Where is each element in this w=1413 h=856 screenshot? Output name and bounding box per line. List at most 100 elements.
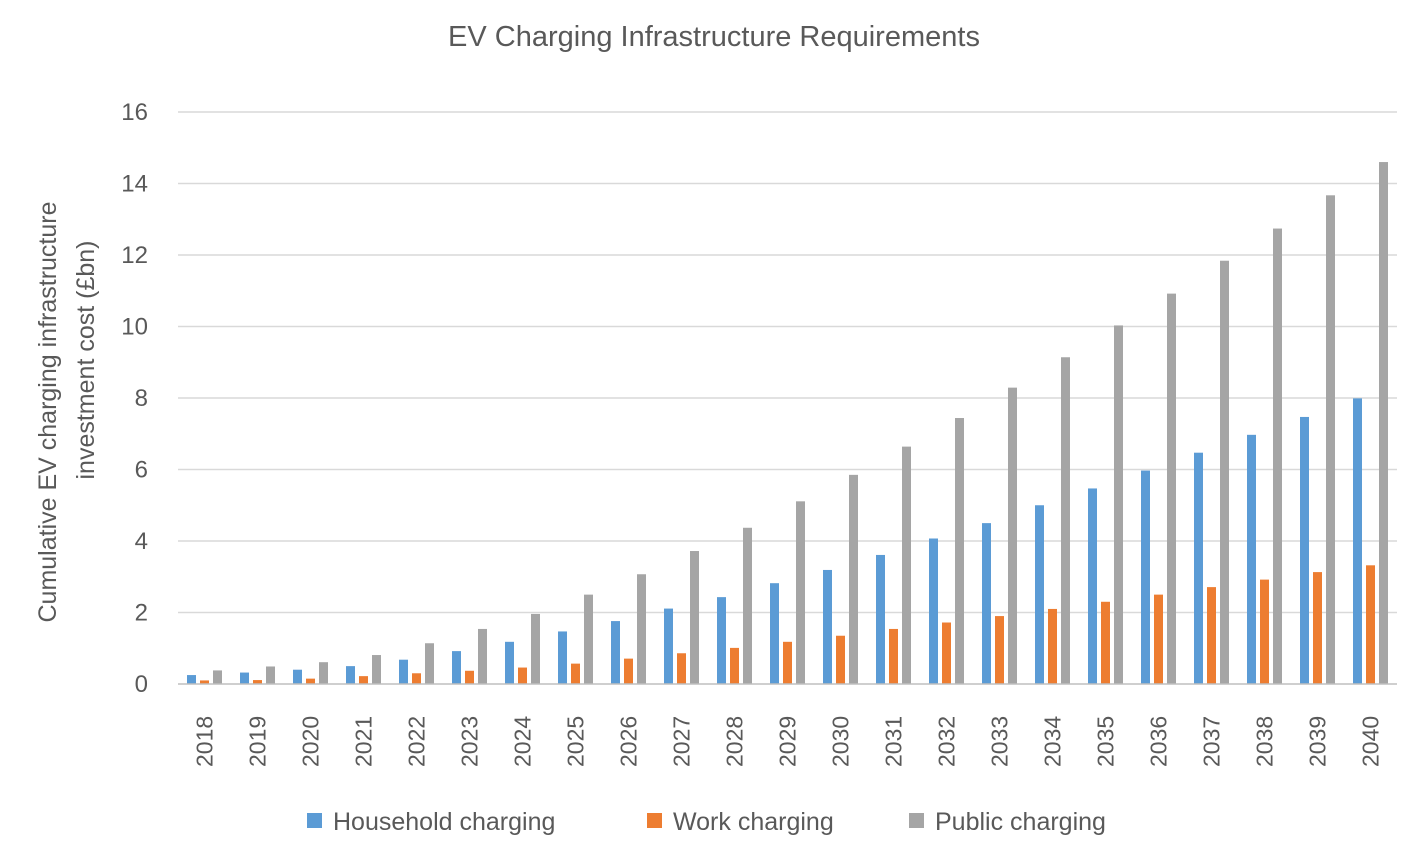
- bar-public-charging-2019: [266, 666, 275, 684]
- legend-swatch: [307, 813, 322, 828]
- bar-household-charging-2030: [823, 569, 832, 684]
- bar-household-charging-2023: [452, 651, 461, 684]
- bar-public-charging-2018: [213, 670, 222, 684]
- bar-household-charging-2032: [929, 538, 938, 684]
- y-axis-label-line-2: investment cost (£bn): [72, 241, 100, 480]
- bar-public-charging-2037: [1220, 260, 1229, 684]
- bar-public-charging-2039: [1326, 195, 1335, 685]
- bar-household-charging-2028: [717, 597, 726, 684]
- bar-household-charging-2021: [346, 666, 355, 684]
- x-tick-label: 2032: [934, 716, 960, 767]
- bar-work-charging-2026: [624, 658, 633, 684]
- bar-household-charging-2025: [558, 631, 567, 684]
- bar-work-charging-2022: [412, 673, 421, 684]
- gridlines: [178, 111, 1397, 614]
- bar-public-charging-2026: [637, 574, 646, 684]
- bar-public-charging-2028: [743, 527, 752, 684]
- bar-public-charging-2038: [1273, 228, 1282, 685]
- x-tick-label: 2031: [881, 716, 907, 767]
- x-tick-label: 2033: [987, 716, 1013, 767]
- x-tick-label: 2022: [404, 716, 430, 767]
- bar-work-charging-2024: [518, 667, 527, 684]
- bar-household-charging-2019: [240, 672, 249, 684]
- bar-work-charging-2020: [306, 678, 315, 684]
- legend-label: Public charging: [935, 808, 1106, 836]
- legend-item: Public charging: [909, 808, 1106, 836]
- y-tick-label: 12: [121, 242, 148, 269]
- bar-public-charging-2025: [584, 594, 593, 684]
- y-tick-label: 10: [121, 314, 148, 341]
- x-tick-label: 2036: [1146, 716, 1172, 767]
- bar-work-charging-2025: [571, 663, 580, 684]
- y-tick-label: 16: [121, 99, 148, 126]
- bar-public-charging-2020: [319, 662, 328, 684]
- bar-work-charging-2030: [836, 635, 845, 684]
- bar-public-charging-2021: [372, 655, 381, 684]
- x-tick-label: 2029: [775, 716, 801, 767]
- bar-public-charging-2040: [1379, 162, 1388, 685]
- x-tick-label: 2039: [1305, 716, 1331, 767]
- x-tick-label: 2037: [1199, 716, 1225, 767]
- bar-work-charging-2037: [1207, 587, 1216, 684]
- bars: [187, 162, 1388, 685]
- bar-work-charging-2018: [200, 680, 209, 684]
- x-tick-label: 2026: [616, 716, 642, 767]
- legend-item: Work charging: [647, 808, 834, 836]
- bar-household-charging-2026: [611, 621, 620, 684]
- bar-household-charging-2029: [770, 583, 779, 684]
- bar-public-charging-2036: [1167, 293, 1176, 684]
- bar-household-charging-2039: [1300, 416, 1309, 684]
- bar-public-charging-2035: [1114, 325, 1123, 684]
- bar-public-charging-2033: [1008, 387, 1017, 684]
- bar-household-charging-2024: [505, 641, 514, 684]
- bar-public-charging-2029: [796, 501, 805, 684]
- x-tick-label: 2021: [351, 716, 377, 767]
- bar-household-charging-2027: [664, 608, 673, 684]
- legend-item: Household charging: [307, 808, 555, 836]
- y-axis-label-line-1: Cumulative EV charging infrastructure: [34, 201, 62, 622]
- x-tick-label: 2024: [510, 716, 536, 767]
- bar-household-charging-2038: [1247, 434, 1256, 684]
- bar-household-charging-2022: [399, 659, 408, 684]
- chart-title: EV Charging Infrastructure Requirements: [448, 21, 980, 53]
- x-tick-labels: 2018 2019 2020 2021 2022 2023 2024 2025 2026 2027…: [192, 716, 1384, 767]
- x-tick-label: 2035: [1093, 716, 1119, 767]
- x-tick-label: 2028: [722, 716, 748, 767]
- x-tick-label: 2027: [669, 716, 695, 767]
- bar-work-charging-2035: [1101, 601, 1110, 684]
- bar-work-charging-2019: [253, 680, 262, 684]
- bar-work-charging-2021: [359, 676, 368, 684]
- bar-work-charging-2023: [465, 670, 474, 684]
- bar-public-charging-2023: [478, 628, 487, 684]
- bar-public-charging-2027: [690, 551, 699, 684]
- x-tick-label: 2023: [457, 716, 483, 767]
- bar-public-charging-2022: [425, 643, 434, 684]
- bar-work-charging-2032: [942, 622, 951, 684]
- bar-household-charging-2034: [1035, 505, 1044, 684]
- bar-household-charging-2033: [982, 523, 991, 684]
- x-tick-label: 2018: [192, 716, 218, 767]
- bar-work-charging-2031: [889, 628, 898, 684]
- y-tick-label: 0: [135, 671, 148, 698]
- bar-household-charging-2018: [187, 675, 196, 684]
- bar-work-charging-2029: [783, 641, 792, 684]
- bar-work-charging-2028: [730, 647, 739, 684]
- bar-work-charging-2039: [1313, 572, 1322, 684]
- y-tick-label: 4: [135, 528, 148, 555]
- bar-work-charging-2040: [1366, 565, 1375, 684]
- y-tick-label: 14: [121, 171, 148, 198]
- x-tick-label: 2040: [1358, 716, 1384, 767]
- legend-label: Household charging: [333, 808, 555, 836]
- bar-public-charging-2024: [531, 613, 540, 684]
- x-tick-label: 2038: [1252, 716, 1278, 767]
- legend-swatch: [909, 813, 924, 828]
- bar-public-charging-2030: [849, 474, 858, 684]
- bar-household-charging-2040: [1353, 398, 1362, 684]
- x-tick-label: 2019: [245, 716, 271, 767]
- y-tick-label: 6: [135, 457, 148, 484]
- y-tick-labels: 0 2 4 6 8 10 12 14 16: [121, 99, 148, 698]
- bar-public-charging-2032: [955, 418, 964, 684]
- x-tick-label: 2034: [1040, 716, 1066, 767]
